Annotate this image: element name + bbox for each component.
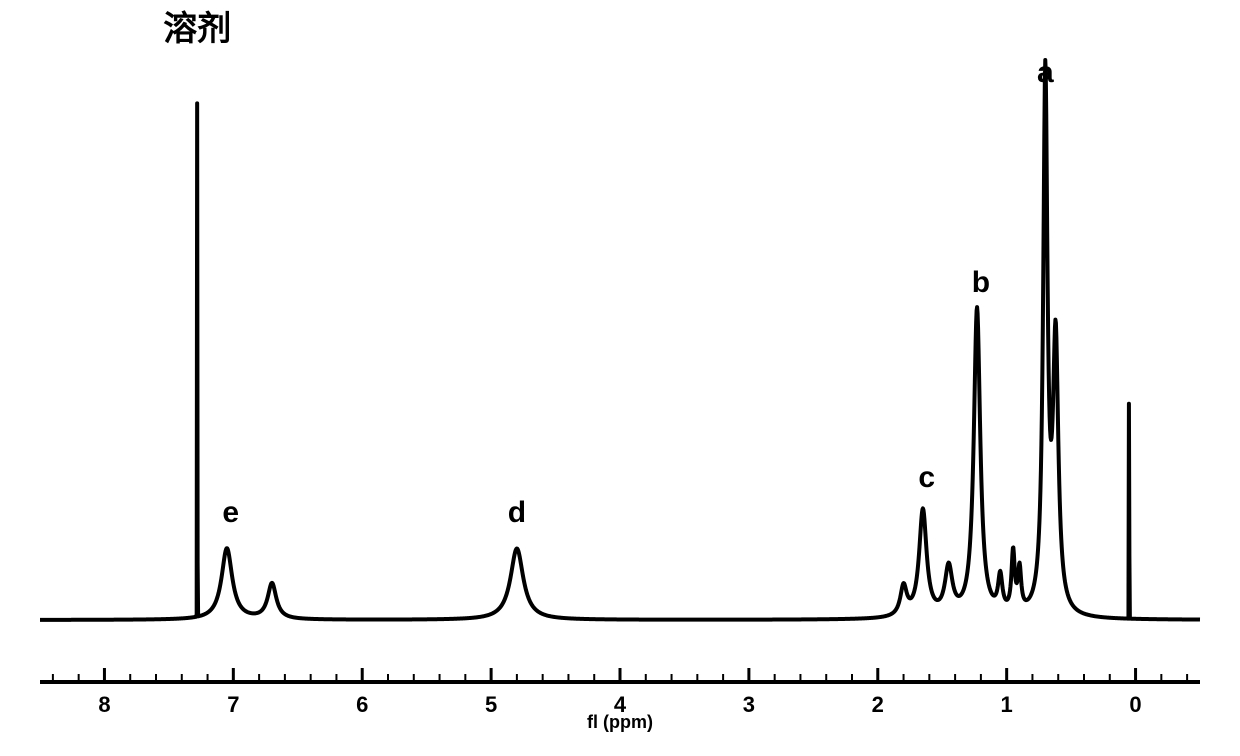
spectrum-trace bbox=[40, 60, 1200, 620]
peak-label-c: c bbox=[918, 461, 935, 495]
nmr-svg bbox=[0, 0, 1240, 756]
x-tick-label: 8 bbox=[98, 692, 110, 718]
x-tick-label: 6 bbox=[356, 692, 368, 718]
peak-label-a: a bbox=[1037, 56, 1054, 90]
x-tick-label: 7 bbox=[227, 692, 239, 718]
x-tick-label: 3 bbox=[743, 692, 755, 718]
peak-label-溶剂: 溶剂 bbox=[163, 1, 231, 50]
peak-label-e: e bbox=[222, 496, 239, 530]
x-tick-label: 0 bbox=[1129, 692, 1141, 718]
x-axis-title: fl (ppm) bbox=[587, 712, 653, 733]
peak-label-d: d bbox=[508, 496, 526, 530]
nmr-figure: 876543210fl (ppm)溶剂edcba bbox=[0, 0, 1240, 756]
peak-label-b: b bbox=[972, 266, 990, 300]
x-tick-label: 1 bbox=[1001, 692, 1013, 718]
x-tick-label: 2 bbox=[872, 692, 884, 718]
x-tick-label: 5 bbox=[485, 692, 497, 718]
